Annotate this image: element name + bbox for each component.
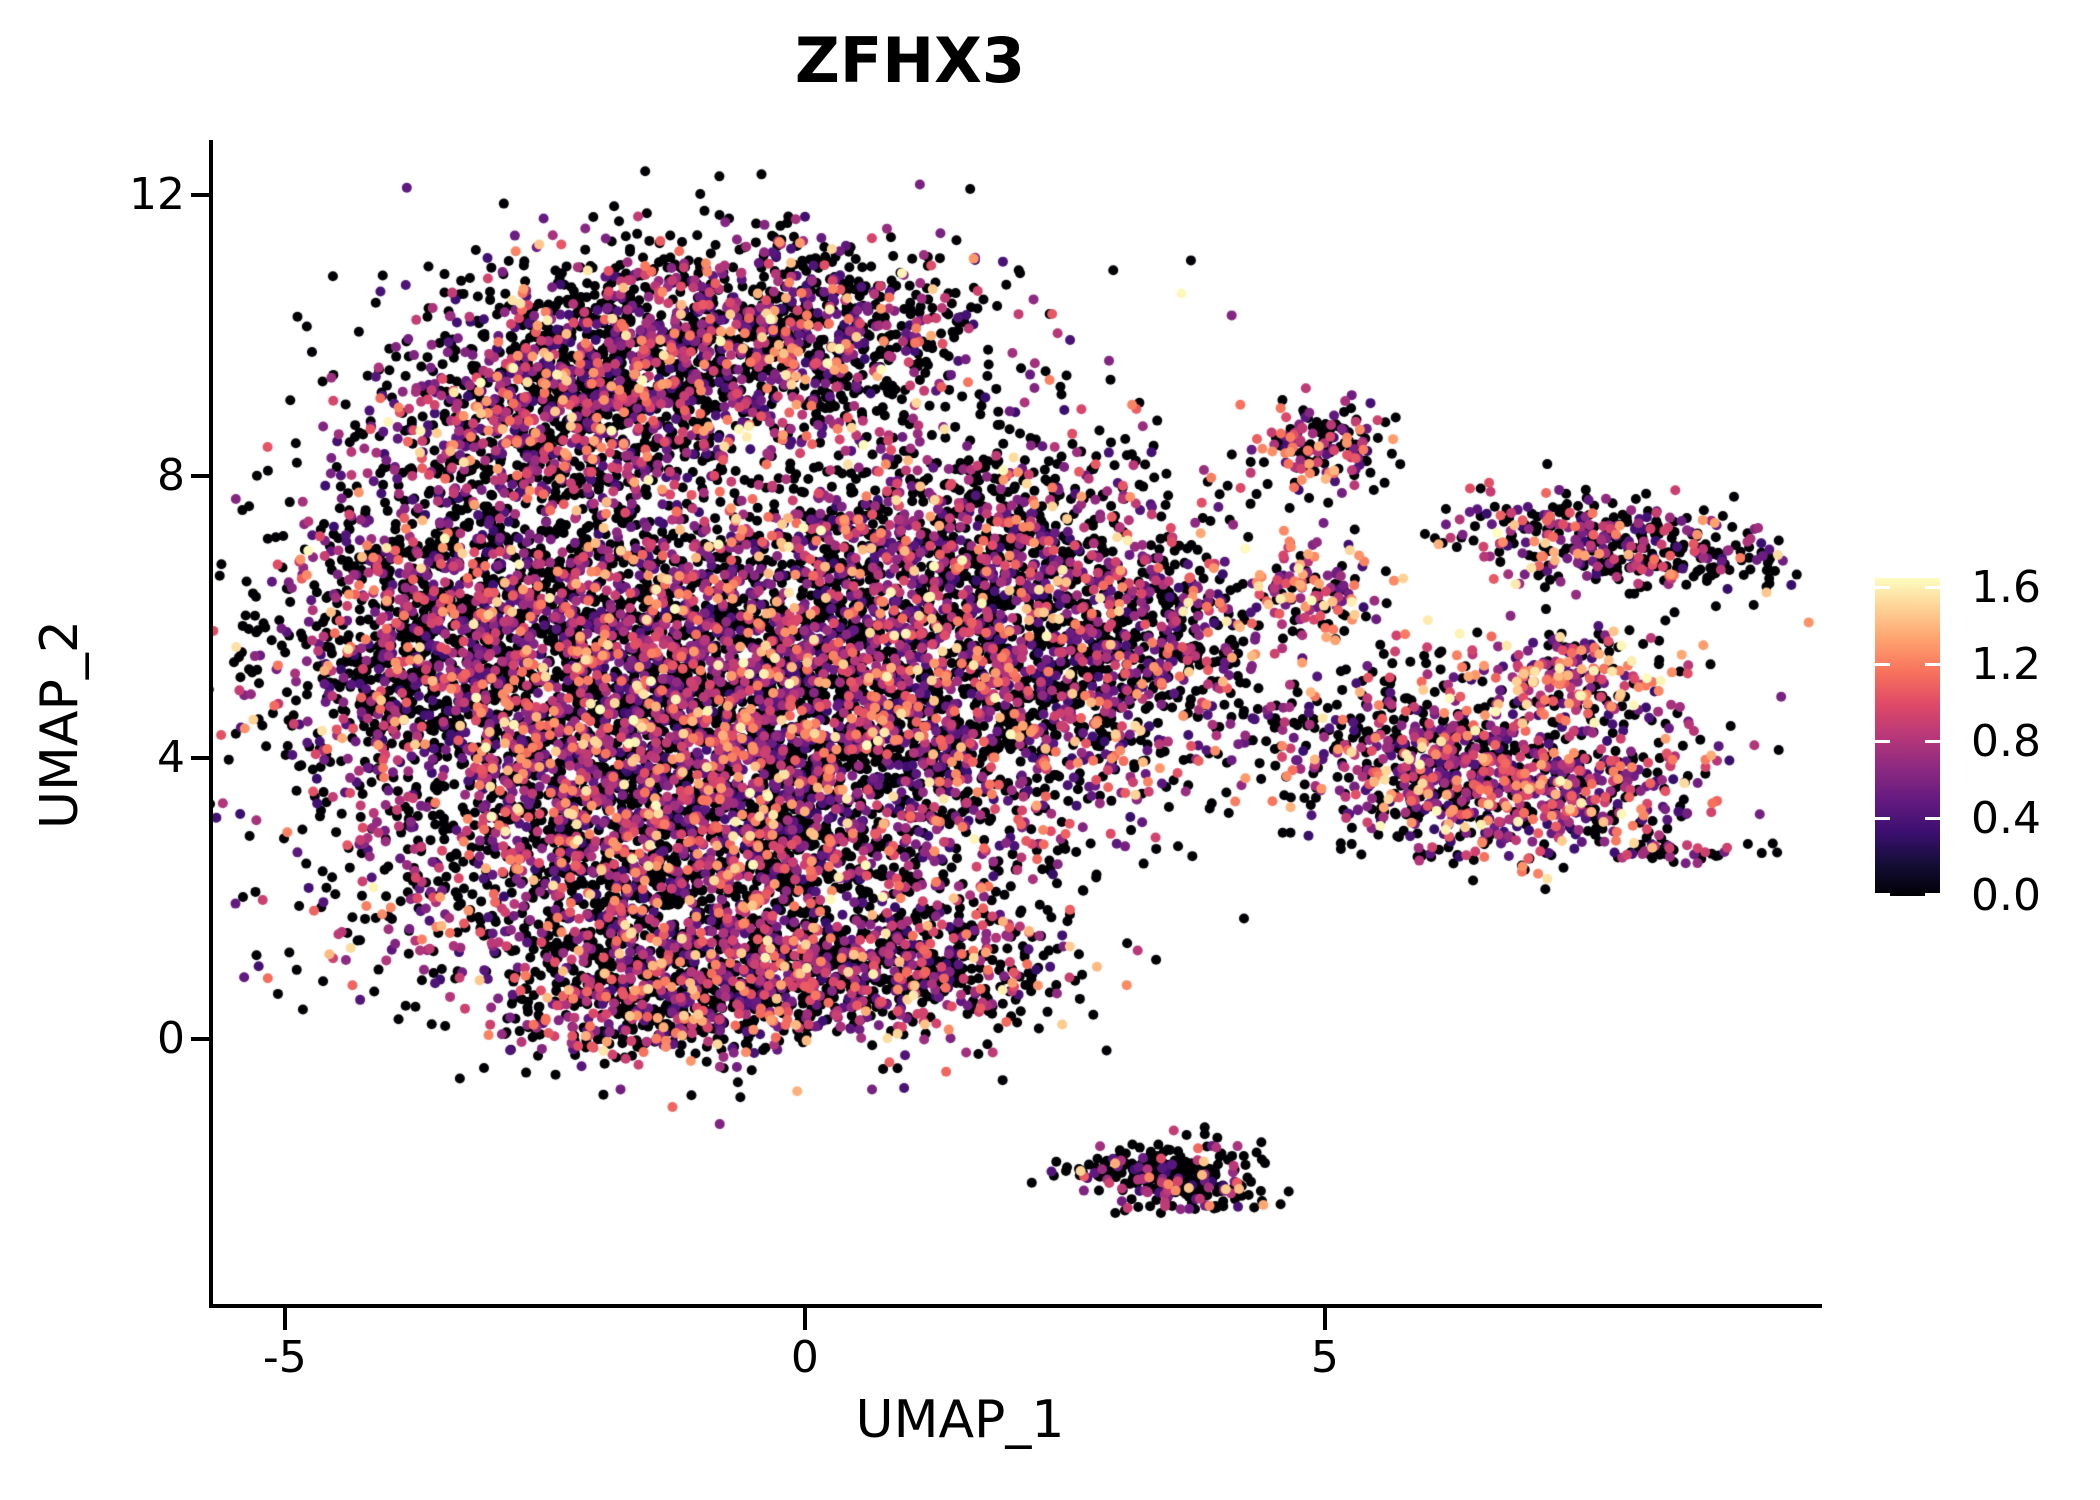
x-axis-title: UMAP_1 <box>855 1390 1065 1450</box>
colorbar-tick-label: 0.0 <box>1971 870 2041 921</box>
colorbar-tick-dash <box>1875 817 1890 821</box>
colorbar-tick-dash <box>1925 893 1940 896</box>
y-tick-label: 8 <box>157 450 185 502</box>
colorbar-tick-dash <box>1925 817 1940 821</box>
plot-title: ZFHX3 <box>794 24 1026 97</box>
y-tick-mark <box>191 474 213 479</box>
y-tick-label: 4 <box>157 731 185 783</box>
colorbar-tick-dash <box>1925 663 1940 667</box>
y-tick-mark <box>191 1037 213 1042</box>
umap-scatter-canvas <box>213 142 1819 1306</box>
x-tick-label: 5 <box>1310 1332 1339 1383</box>
x-tick-label: 0 <box>790 1332 819 1383</box>
colorbar-tick-label: 1.6 <box>1971 561 2041 613</box>
x-tick-label: -5 <box>262 1332 307 1383</box>
y-tick-mark <box>191 755 213 760</box>
y-tick-mark <box>191 192 213 197</box>
colorbar-tick-dash <box>1925 586 1940 590</box>
y-axis-line <box>209 140 213 1308</box>
y-axis-title: UMAP_2 <box>30 620 90 830</box>
colorbar-gradient <box>1875 578 1940 896</box>
x-tick-mark <box>802 1308 807 1330</box>
colorbar-tick-label: 0.8 <box>1971 715 2041 767</box>
x-tick-mark <box>1322 1308 1327 1330</box>
x-axis-line <box>209 1304 1822 1308</box>
colorbar-tick-dash <box>1875 586 1890 590</box>
colorbar-tick-label: 1.2 <box>1971 638 2041 690</box>
x-tick-mark <box>282 1308 287 1330</box>
colorbar-tick-label: 0.4 <box>1971 792 2041 844</box>
colorbar-tick-dash <box>1925 740 1940 744</box>
y-tick-label: 0 <box>157 1013 185 1065</box>
y-tick-label: 12 <box>129 168 185 220</box>
colorbar-tick-dash <box>1875 663 1890 667</box>
colorbar-tick-dash <box>1875 893 1890 896</box>
colorbar-tick-dash <box>1875 740 1890 744</box>
